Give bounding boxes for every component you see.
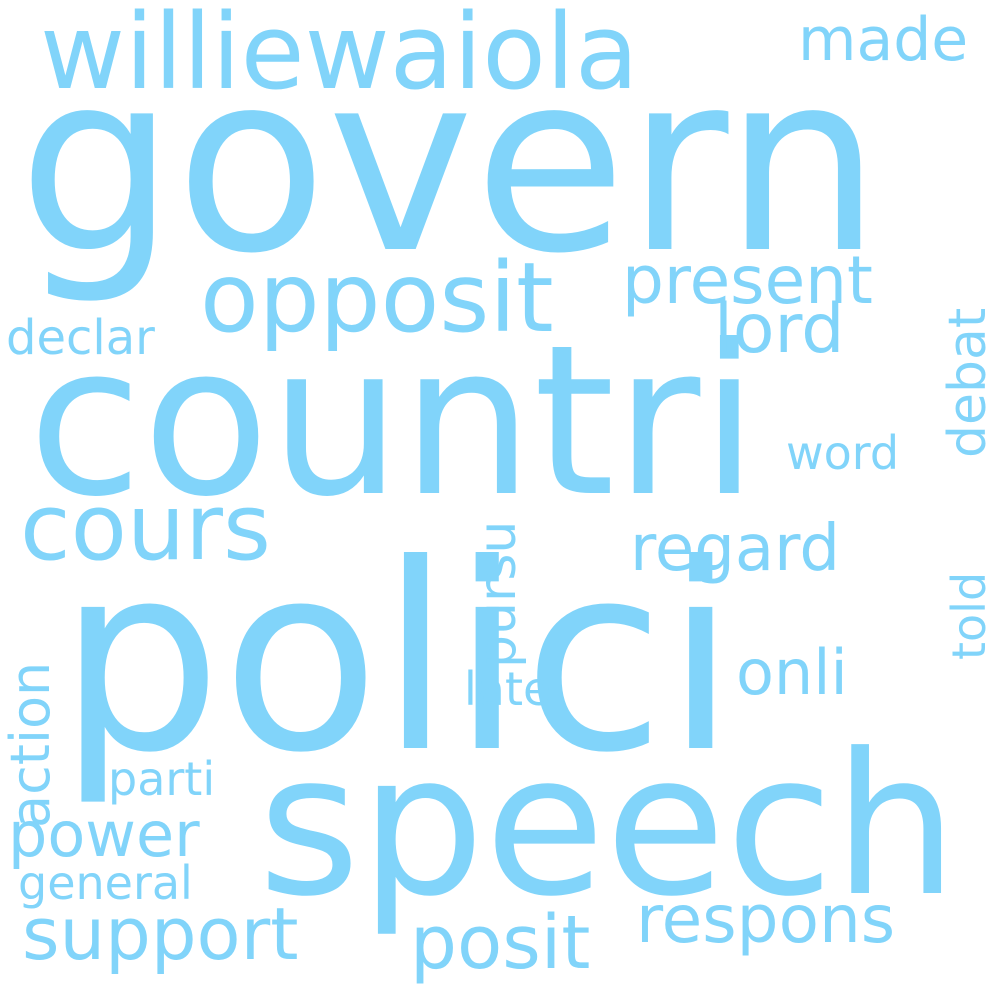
- word-opposit: opposit: [200, 242, 554, 354]
- word-regard: regard: [630, 512, 840, 586]
- word-general: general: [18, 856, 193, 910]
- word-power: power: [8, 798, 200, 871]
- word-made: made: [798, 5, 969, 75]
- word-posit: posit: [410, 900, 591, 986]
- word-debat: debat: [938, 307, 998, 458]
- word-lord: lord: [714, 290, 845, 369]
- word-word: word: [786, 426, 900, 480]
- word-govern: govern: [18, 20, 882, 308]
- word-present: present: [622, 242, 873, 319]
- word-late: late: [464, 662, 552, 716]
- word-declar: declar: [6, 310, 155, 366]
- word-onli: onli: [736, 636, 848, 709]
- word-told: told: [942, 571, 996, 660]
- word-cours: cours: [20, 474, 271, 581]
- word-countri: countri: [28, 301, 759, 543]
- word-speech: speech: [258, 712, 958, 940]
- word-polici: polici: [58, 509, 737, 809]
- word-support: support: [22, 892, 299, 976]
- word-williewaiola: williewaiola: [40, 0, 639, 113]
- word-parti: parti: [108, 752, 216, 806]
- word-respons: respons: [636, 881, 896, 958]
- word-pursu: pursu: [468, 520, 528, 668]
- word-action: action: [0, 661, 62, 828]
